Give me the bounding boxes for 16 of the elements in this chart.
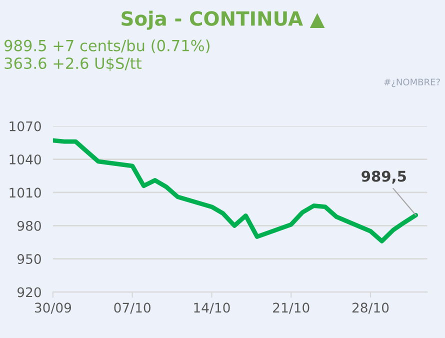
chart-subtitle: 989.5 +7 cents/bu (0.71%) 363.6 +2.6 U$S/tt: [4, 40, 210, 72]
y-tick-label: 1040: [10, 154, 41, 164]
chart-title: Soja - CONTINUA ▲: [122, 10, 325, 30]
x-tick-label: 21/10: [273, 302, 310, 314]
data-label: 989,5: [362, 170, 406, 184]
y-tick-label: 980: [17, 220, 41, 231]
y-tick-label: 1010: [10, 188, 41, 198]
y-tick-label: 920: [17, 287, 41, 298]
text: #¿NOMBRE?: [384, 78, 440, 88]
x-tick-label: 07/10: [114, 302, 150, 314]
x-tick-label: 14/10: [194, 302, 230, 314]
line-series: [52, 138, 418, 244]
y-tick-label: 950: [17, 254, 41, 264]
x-tick-label: 28/10: [352, 302, 389, 314]
y-tick-label: 1070: [10, 121, 41, 132]
x-tick-label: 30/09: [34, 302, 72, 314]
